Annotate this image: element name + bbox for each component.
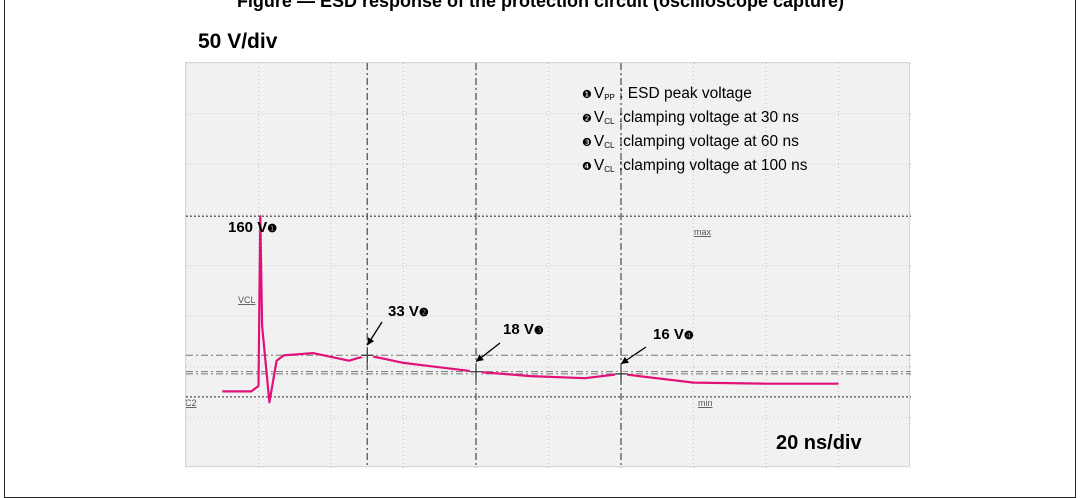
annotation-value: 160 V — [228, 219, 268, 236]
measure-cross — [470, 363, 482, 380]
legend-symbol: V — [593, 157, 605, 174]
annotation-marker: ❷ — [418, 307, 429, 319]
legend-item: ❹ VCL :clamping voltage at 100 ns — [582, 156, 807, 180]
arrow-head — [367, 337, 375, 346]
legend-symbol: V — [593, 85, 605, 102]
channel-label: C2 — [186, 398, 197, 408]
legend-text: :clamping voltage at 100 ns — [614, 157, 808, 174]
trace-vcl — [222, 215, 839, 404]
legend-text: :clamping voltage at 30 ns — [614, 109, 799, 126]
legend-subscript: CL — [604, 117, 615, 126]
annotation-60ns: 18 V❸ — [503, 321, 546, 338]
annotation-30ns: 33 V❷ — [388, 303, 431, 320]
legend-item: ❷ VCL :clamping voltage at 30 ns — [582, 108, 807, 132]
legend-marker: ❶ — [582, 89, 592, 101]
annotation-marker: ❶ — [267, 223, 278, 235]
arrow-head — [621, 356, 629, 364]
annotation-value: 33 V — [388, 303, 419, 320]
legend-marker: ❸ — [582, 137, 592, 149]
legend-symbol: V — [593, 133, 605, 150]
legend-item: ❶ VPP : ESD peak voltage — [582, 84, 807, 108]
legend-subscript: CL — [604, 165, 615, 174]
legend-text: :clamping voltage at 60 ns — [614, 133, 799, 150]
min-label: min — [698, 398, 713, 408]
legend-marker: ❷ — [582, 113, 592, 125]
annotation-100ns: 16 V❹ — [653, 326, 696, 343]
arrow-head — [476, 354, 484, 362]
legend-marker: ❹ — [582, 161, 592, 173]
legend-symbol: V — [593, 109, 605, 126]
annotation-value: 18 V — [503, 321, 534, 338]
oscilloscope-screen: VCL C2 max min — [185, 62, 911, 468]
legend-item: ❸ VCL :clamping voltage at 60 ns — [582, 132, 807, 156]
legend: ❶ VPP : ESD peak voltage ❷ VCL :clamping v… — [582, 84, 807, 180]
legend-subscript: PP — [604, 93, 615, 102]
horizontal-scale-label: 20 ns/div — [776, 432, 862, 454]
page-title: Figure — ESD response of the protection … — [236, 0, 845, 11]
legend-text: : ESD peak voltage — [614, 85, 752, 102]
vertical-scale-label: 50 V/div — [198, 30, 278, 53]
measure-cross — [615, 365, 627, 382]
trace-label: VCL — [238, 295, 256, 305]
measure-cross — [361, 347, 374, 364]
legend-subscript: CL — [604, 141, 615, 150]
annotation-marker: ❹ — [683, 330, 694, 342]
max-label: max — [694, 227, 712, 237]
annotation-value: 16 V — [653, 326, 684, 343]
annotation-peak: 160 V❶ — [228, 219, 279, 236]
annotation-marker: ❸ — [533, 325, 544, 337]
